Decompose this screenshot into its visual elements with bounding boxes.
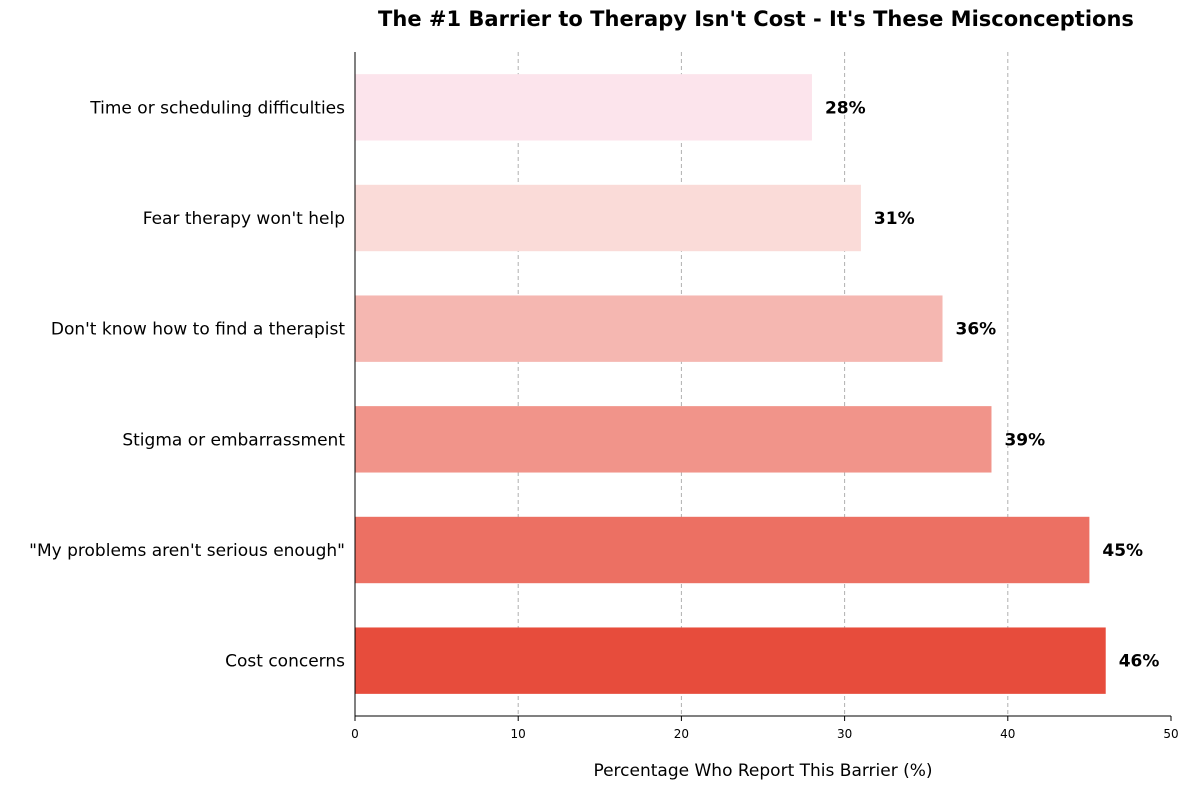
- x-tick-label: 10: [511, 727, 526, 741]
- bar: [355, 74, 812, 141]
- bar: [355, 406, 992, 473]
- grid-lines: [517, 52, 1009, 716]
- bar: [355, 184, 861, 252]
- x-tick-label: 30: [837, 727, 852, 741]
- bar: [355, 295, 943, 362]
- value-labels: 46% 45% 39% 36% 31% 28%: [825, 98, 1159, 671]
- category-label: Time or scheduling difficulties: [89, 98, 345, 118]
- value-label: 45%: [1102, 541, 1143, 561]
- category-label: Don't know how to find a therapist: [51, 320, 345, 340]
- value-label: 46%: [1119, 652, 1160, 672]
- x-tick-label: 20: [674, 727, 689, 741]
- category-label: "My problems aren't serious enough": [29, 541, 345, 561]
- x-ticks: 0 10 20 30 40 50: [351, 716, 1179, 741]
- value-label: 31%: [874, 209, 915, 229]
- x-tick-label: 0: [351, 727, 359, 741]
- x-tick-label: 50: [1163, 727, 1178, 741]
- x-tick-label: 40: [1000, 727, 1015, 741]
- category-label: Cost concerns: [225, 652, 345, 672]
- value-label: 39%: [1004, 430, 1045, 450]
- x-axis-label: Percentage Who Report This Barrier (%): [593, 761, 932, 781]
- category-label: Stigma or embarrassment: [122, 430, 345, 450]
- bar: [355, 627, 1106, 694]
- chart-title: The #1 Barrier to Therapy Isn't Cost - I…: [378, 7, 1134, 31]
- category-labels: Cost concerns "My problems aren't serious…: [29, 98, 345, 671]
- value-label: 36%: [956, 320, 997, 340]
- axes: [354, 52, 1171, 717]
- bars: [355, 74, 1106, 694]
- bar: [355, 516, 1090, 584]
- category-label: Fear therapy won't help: [143, 209, 345, 229]
- value-label: 28%: [825, 98, 866, 118]
